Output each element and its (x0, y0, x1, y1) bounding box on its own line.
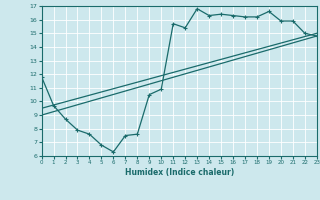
X-axis label: Humidex (Indice chaleur): Humidex (Indice chaleur) (124, 168, 234, 177)
